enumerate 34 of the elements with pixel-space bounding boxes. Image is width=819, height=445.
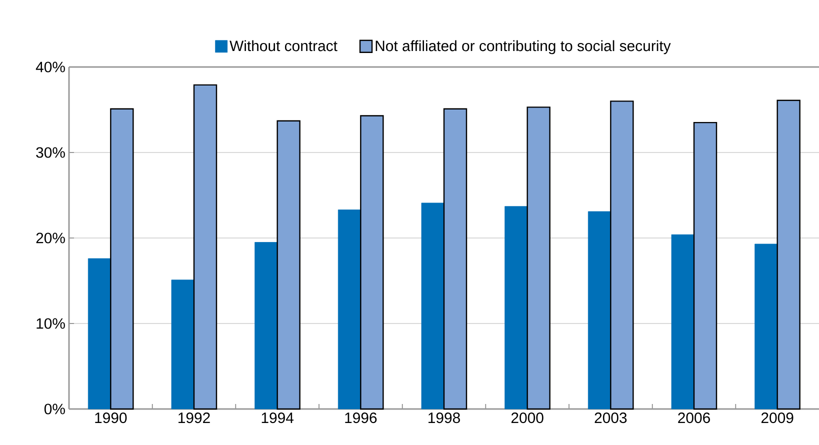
bar [360, 115, 384, 410]
bar [526, 106, 550, 410]
x-tick-label: 1998 [428, 412, 460, 424]
x-tick-label: 1990 [95, 412, 127, 424]
y-tick-label: 10% [36, 318, 65, 329]
bar [338, 210, 361, 410]
x-tick-label: 1996 [345, 412, 377, 424]
x-tick-label: 2009 [761, 412, 794, 424]
y-tick-label: 20% [36, 232, 65, 244]
bar [110, 108, 134, 410]
bar [443, 108, 468, 410]
bar [693, 122, 718, 410]
x-tick-label: 2006 [678, 412, 710, 424]
legend-label: Without contract [230, 40, 338, 52]
y-tick-label: 30% [36, 147, 65, 158]
y-tick-label: 40% [36, 62, 65, 72]
bar [254, 242, 278, 410]
bar [193, 84, 218, 410]
bar [610, 100, 634, 410]
bar [754, 244, 778, 410]
x-tick-label: 2000 [511, 412, 544, 424]
bar [776, 100, 800, 410]
bar [588, 211, 611, 410]
x-tick-label: 1994 [262, 412, 294, 424]
bar [671, 234, 694, 410]
x-tick-label: 2003 [594, 412, 627, 424]
bar [504, 206, 528, 410]
legend-label: Not affiliated or contributing to social security [376, 40, 671, 54]
bar [276, 120, 300, 410]
y-tick-label: 0% [44, 404, 65, 414]
bar [88, 258, 111, 410]
bar [421, 202, 444, 410]
bar [171, 280, 194, 410]
x-tick-label: 1992 [178, 412, 210, 424]
